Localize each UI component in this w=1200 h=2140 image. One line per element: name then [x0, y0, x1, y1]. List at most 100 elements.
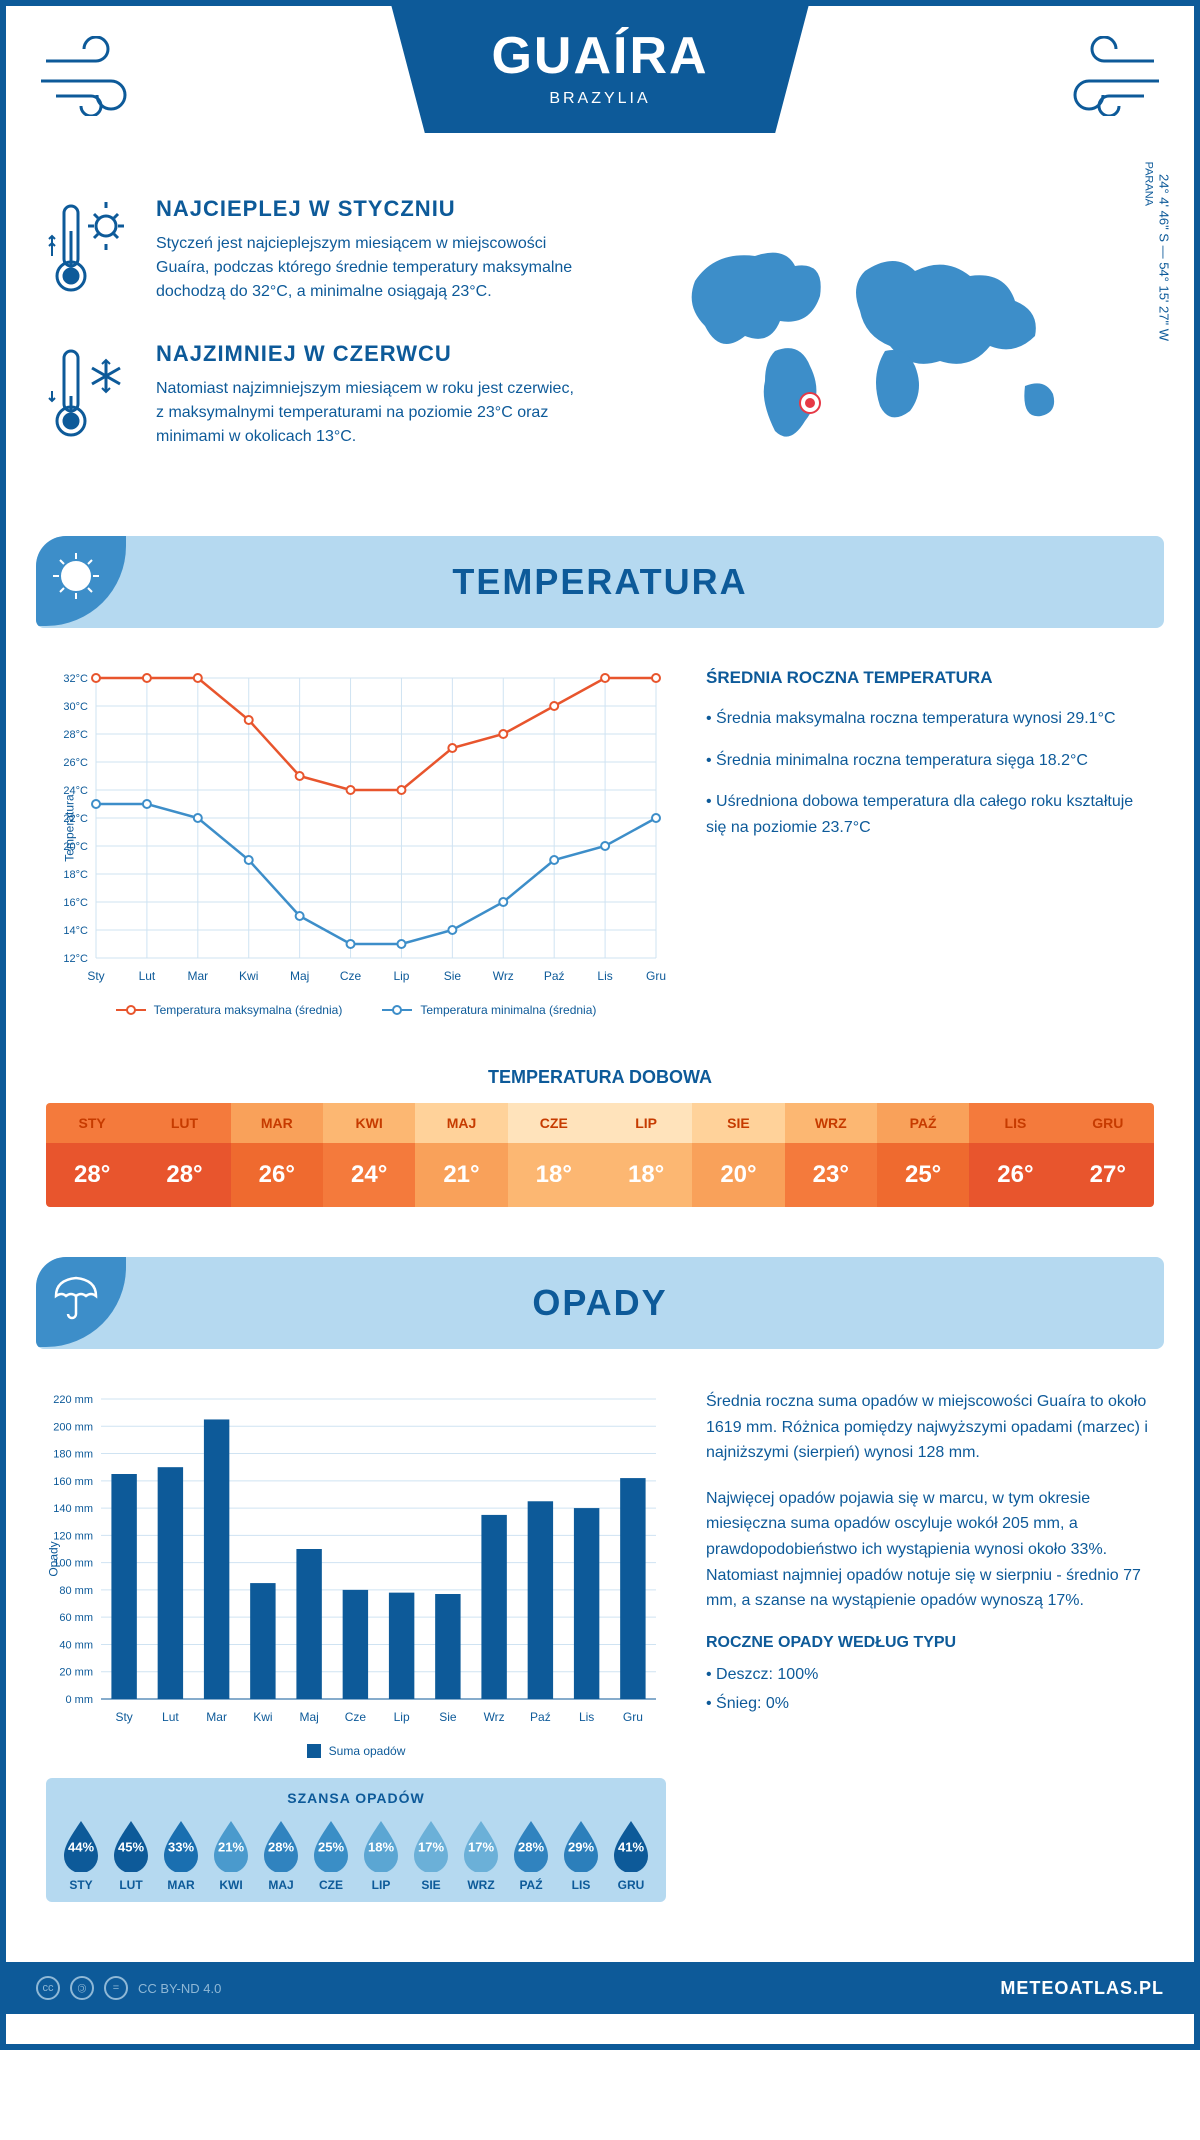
drop-item: 18% LIP — [356, 1818, 406, 1892]
header: GUAÍRA BRAZYLIA — [6, 6, 1194, 186]
license-block: cc 🄯 = CC BY-ND 4.0 — [36, 1976, 221, 2000]
drop-item: 29% LIS — [556, 1818, 606, 1892]
site-name: METEOATLAS.PL — [1000, 1978, 1164, 1999]
temp-col: CZE 18° — [508, 1103, 600, 1207]
legend-max: Temperatura maksymalna (średnia) — [154, 1003, 343, 1017]
title-banner: GUAÍRA BRAZYLIA — [391, 6, 808, 133]
fact-coldest: NAJZIMNIEJ W CZERWCU Natomiast najzimnie… — [46, 341, 585, 451]
temp-col: LIS 26° — [969, 1103, 1061, 1207]
daily-temp-title: TEMPERATURA DOBOWA — [6, 1067, 1194, 1088]
line-chart-svg: 12°C14°C16°C18°C20°C22°C24°C26°C28°C30°C… — [46, 668, 666, 988]
coordinates: 24° 4' 46" S — 54° 15' 27" W — [1157, 174, 1172, 341]
svg-text:Lip: Lip — [393, 969, 409, 983]
section-title: OPADY — [66, 1282, 1134, 1324]
map-column: PARANA 24° 4' 46" S — 54° 15' 27" W — [615, 196, 1154, 486]
world-map — [675, 231, 1095, 451]
svg-text:180 mm: 180 mm — [53, 1449, 93, 1461]
section-title: TEMPERATURA — [66, 561, 1134, 603]
svg-text:Kwi: Kwi — [253, 1710, 272, 1724]
chart-legend: Temperatura maksymalna (średnia) Tempera… — [46, 1003, 666, 1017]
precip-info: Średnia roczna suma opadów w miejscowośc… — [706, 1389, 1154, 1902]
page: GUAÍRA BRAZYLIA — [0, 0, 1200, 2050]
bar-chart-svg: 0 mm20 mm40 mm60 mm80 mm100 mm120 mm140 … — [46, 1389, 666, 1729]
temp-col: WRZ 23° — [785, 1103, 877, 1207]
country-name: BRAZYLIA — [491, 90, 708, 108]
intro-section: NAJCIEPLEJ W STYCZNIU Styczeń jest najci… — [6, 186, 1194, 516]
svg-text:Sty: Sty — [115, 1710, 132, 1724]
drop-item: 45% LUT — [106, 1818, 156, 1892]
svg-text:200 mm: 200 mm — [53, 1421, 93, 1433]
chart-ylabel: Temperatura — [63, 794, 77, 861]
fact-warmest: NAJCIEPLEJ W STYCZNIU Styczeń jest najci… — [46, 196, 585, 306]
wind-icon — [1044, 36, 1164, 121]
state-label: PARANA — [1142, 162, 1154, 206]
svg-text:14°C: 14°C — [63, 925, 88, 937]
temp-info-title: ŚREDNIA ROCZNA TEMPERATURA — [706, 668, 1154, 688]
svg-text:Sie: Sie — [439, 1710, 457, 1724]
svg-text:30°C: 30°C — [63, 701, 88, 713]
precip-type-title: ROCZNE OPADY WEDŁUG TYPU — [706, 1634, 1154, 1652]
legend-precip: Suma opadów — [329, 1744, 406, 1758]
svg-text:Sie: Sie — [444, 969, 462, 983]
umbrella-icon — [36, 1257, 126, 1347]
svg-text:0 mm: 0 mm — [66, 1694, 94, 1706]
location-marker — [801, 394, 819, 412]
svg-text:20 mm: 20 mm — [59, 1667, 93, 1679]
svg-text:80 mm: 80 mm — [59, 1585, 93, 1597]
svg-text:12°C: 12°C — [63, 953, 88, 965]
footer: cc 🄯 = CC BY-ND 4.0 METEOATLAS.PL — [6, 1962, 1194, 2014]
license-text: CC BY-ND 4.0 — [138, 1981, 221, 1996]
temp-info-b1: • Średnia maksymalna roczna temperatura … — [706, 706, 1154, 732]
svg-text:Wrz: Wrz — [493, 969, 514, 983]
fact-warm-text: Styczeń jest najcieplejszym miesiącem w … — [156, 232, 585, 304]
temperature-chart: Temperatura 12°C14°C16°C18°C20°C22°C24°C… — [46, 668, 666, 1017]
svg-text:Gru: Gru — [623, 1710, 643, 1724]
svg-text:Lip: Lip — [394, 1710, 410, 1724]
fact-cold-text: Natomiast najzimniejszym miesiącem w rok… — [156, 377, 585, 449]
temp-col: PAŹ 25° — [877, 1103, 969, 1207]
temp-col: KWI 24° — [323, 1103, 415, 1207]
precip-chart-area: Opady 0 mm20 mm40 mm60 mm80 mm100 mm120 … — [46, 1389, 666, 1902]
cc-icon: cc — [36, 1976, 60, 2000]
thermometer-sun-icon — [46, 196, 136, 306]
svg-text:26°C: 26°C — [63, 757, 88, 769]
drop-item: 25% CZE — [306, 1818, 356, 1892]
drop-item: 28% PAŹ — [506, 1818, 556, 1892]
svg-text:Gru: Gru — [646, 969, 666, 983]
svg-text:Kwi: Kwi — [239, 969, 258, 983]
svg-text:140 mm: 140 mm — [53, 1503, 93, 1515]
drop-item: 33% MAR — [156, 1818, 206, 1892]
svg-text:Lis: Lis — [597, 969, 612, 983]
temp-info-b2: • Średnia minimalna roczna temperatura s… — [706, 748, 1154, 774]
precip-content: Opady 0 mm20 mm40 mm60 mm80 mm100 mm120 … — [6, 1369, 1194, 1922]
temp-col: LIP 18° — [600, 1103, 692, 1207]
chance-panel: SZANSA OPADÓW 44% STY 45% LUT 33% MAR 21… — [46, 1778, 666, 1902]
svg-text:40 mm: 40 mm — [59, 1639, 93, 1651]
svg-text:Mar: Mar — [206, 1710, 227, 1724]
sun-icon — [36, 536, 126, 626]
svg-text:Maj: Maj — [290, 969, 309, 983]
svg-text:Paź: Paź — [544, 969, 565, 983]
chart-legend: Suma opadów — [46, 1744, 666, 1758]
facts-column: NAJCIEPLEJ W STYCZNIU Styczeń jest najci… — [46, 196, 585, 486]
temp-col: STY 28° — [46, 1103, 138, 1207]
svg-text:160 mm: 160 mm — [53, 1476, 93, 1488]
drop-item: 28% MAJ — [256, 1818, 306, 1892]
svg-text:Cze: Cze — [345, 1710, 367, 1724]
daily-temp-table: STY 28° LUT 28° MAR 26° KWI 24° MAJ 21° … — [46, 1103, 1154, 1207]
fact-warm-title: NAJCIEPLEJ W STYCZNIU — [156, 196, 585, 222]
temp-col: SIE 20° — [692, 1103, 784, 1207]
svg-text:32°C: 32°C — [63, 673, 88, 685]
thermometer-snow-icon — [46, 341, 136, 451]
svg-text:60 mm: 60 mm — [59, 1612, 93, 1624]
precip-snow: • Śnieg: 0% — [706, 1691, 1154, 1717]
temp-col: MAR 26° — [231, 1103, 323, 1207]
svg-text:16°C: 16°C — [63, 897, 88, 909]
svg-text:Cze: Cze — [340, 969, 362, 983]
chart-ylabel: Opady — [47, 1541, 61, 1576]
drop-item: 41% GRU — [606, 1818, 656, 1892]
precip-p1: Średnia roczna suma opadów w miejscowośc… — [706, 1389, 1154, 1466]
wind-icon — [36, 36, 156, 121]
chance-title: SZANSA OPADÓW — [56, 1790, 656, 1806]
drop-item: 44% STY — [56, 1818, 106, 1892]
